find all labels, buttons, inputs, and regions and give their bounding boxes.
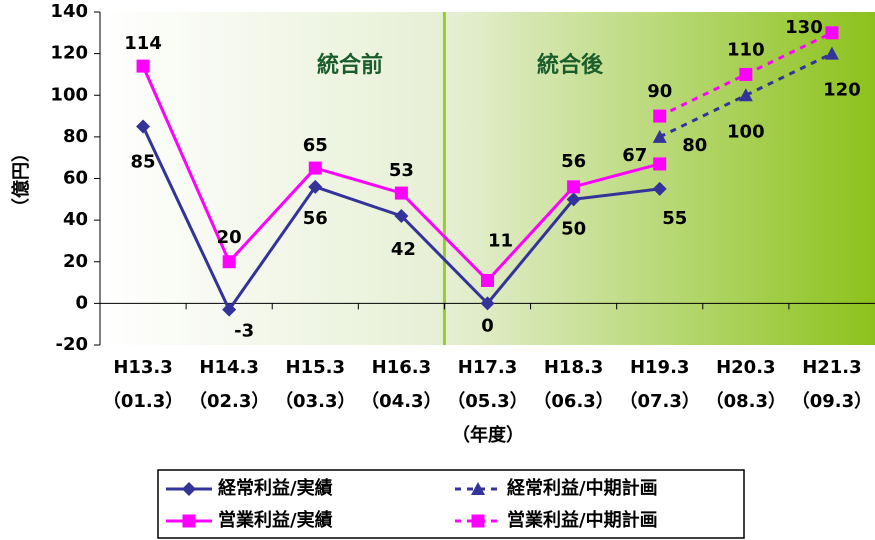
x-tick-label: （02.3） [189, 391, 269, 412]
y-tick-label: 60 [63, 168, 88, 189]
data-label: 85 [131, 151, 156, 172]
data-label: 56 [561, 151, 586, 172]
data-label: 55 [662, 208, 687, 229]
x-tick-label: H21.3 [802, 357, 861, 378]
marker [308, 161, 322, 175]
marker [136, 59, 150, 73]
y-tick-label: 40 [63, 209, 88, 230]
data-label: 130 [785, 17, 823, 38]
y-tick-label: 20 [63, 251, 88, 272]
legend-label: 営業利益/中期計画 [507, 509, 658, 531]
marker [394, 186, 408, 200]
marker [182, 514, 196, 528]
data-label: 114 [124, 33, 162, 54]
marker [567, 180, 581, 194]
legend-label: 経常利益/実績 [218, 477, 333, 499]
data-label: 90 [647, 81, 672, 102]
legend-label: 経常利益/中期計画 [507, 477, 658, 499]
x-tick-label: （03.3） [275, 391, 355, 412]
x-tick-label: H13.3 [113, 357, 172, 378]
data-label: 0 [481, 315, 494, 336]
marker [182, 482, 196, 496]
annotation: 統合前 [317, 52, 383, 78]
x-tick-label: H14.3 [199, 357, 258, 378]
x-tick-label: H17.3 [458, 357, 517, 378]
marker [566, 192, 581, 207]
y-axis-label: （億円） [10, 144, 32, 216]
marker [222, 302, 237, 317]
data-label: 110 [727, 39, 765, 60]
x-tick-label: （09.3） [792, 391, 872, 412]
marker [471, 482, 485, 495]
data-label: 42 [391, 239, 416, 260]
y-tick-label: 80 [63, 126, 88, 147]
marker [308, 179, 323, 194]
marker [653, 157, 667, 171]
marker [825, 26, 839, 40]
marker [136, 119, 151, 134]
x-tick-label: （01.3） [103, 391, 183, 412]
marker [652, 129, 667, 143]
x-tick-label: （06.3） [533, 391, 613, 412]
data-label: 11 [488, 230, 513, 251]
data-label: 20 [217, 227, 242, 248]
series-line [659, 31, 833, 118]
legend [157, 469, 745, 539]
marker [652, 181, 667, 196]
marker [394, 208, 409, 223]
marker [738, 88, 753, 102]
x-tick-label: H16.3 [372, 357, 431, 378]
marker [653, 109, 667, 123]
y-tick-label: 120 [50, 43, 88, 64]
x-tick-label: （08.3） [706, 391, 786, 412]
data-label: 100 [727, 121, 765, 142]
x-tick-label: （05.3） [447, 391, 527, 412]
y-tick-label: 100 [50, 84, 88, 105]
marker [222, 255, 236, 269]
data-label: 50 [561, 218, 586, 239]
x-tick-label: H15.3 [286, 357, 345, 378]
x-tick-label: H19.3 [630, 357, 689, 378]
data-label: 65 [303, 135, 328, 156]
data-label: 67 [622, 145, 647, 166]
y-tick-label: 140 [50, 1, 88, 22]
x-tick-label: （07.3） [620, 391, 700, 412]
data-label: 120 [823, 80, 861, 101]
marker [481, 273, 494, 287]
x-tick-label: （04.3） [361, 391, 441, 412]
data-label: 80 [682, 135, 707, 156]
data-label: -3 [234, 321, 254, 342]
marker [471, 514, 485, 528]
y-tick-label: 0 [75, 292, 88, 313]
marker [480, 296, 495, 311]
data-label: 56 [303, 208, 328, 229]
legend-label: 営業利益/実績 [218, 509, 333, 531]
annotation: 統合後 [537, 52, 604, 78]
x-axis-label: （年度） [452, 424, 524, 446]
plot-background [100, 12, 875, 345]
x-tick-label: H18.3 [544, 357, 603, 378]
marker [739, 67, 753, 81]
data-label: 53 [389, 160, 414, 181]
series-line [659, 52, 833, 139]
x-tick-label: H20.3 [716, 357, 775, 378]
marker [824, 46, 839, 60]
y-tick-label: -20 [55, 334, 88, 355]
